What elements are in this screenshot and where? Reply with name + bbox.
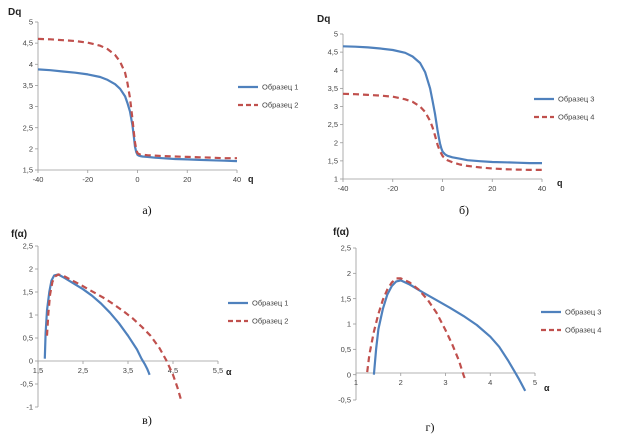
x-tick-label: -40 xyxy=(33,175,44,184)
x-axis-title: α xyxy=(544,383,550,393)
series-line-2 xyxy=(45,273,183,401)
y-tick-label: 1,5 xyxy=(328,156,338,165)
y-tick-label: 2,5 xyxy=(341,244,351,253)
series-line-2 xyxy=(342,92,542,171)
legend-label: Образец 3 xyxy=(558,95,594,104)
legend-label: Образец 4 xyxy=(565,326,601,335)
y-tick-label: 0,5 xyxy=(23,334,33,343)
y-tick-label: 2 xyxy=(347,269,351,278)
x-tick-label: 1 xyxy=(354,378,358,387)
y-tick-label: 2,5 xyxy=(23,242,33,251)
series-line-2 xyxy=(37,37,237,160)
chart-panel-3: -1 -0,5 0 0,5 1 1,5 2 2,5 1,5 2,5 3,5 4,5 5,5 f(α) α Об… xyxy=(11,229,288,427)
y-tick-label: 5 xyxy=(29,18,33,27)
panel-caption: г) xyxy=(426,420,435,434)
x-tick-label: 0 xyxy=(440,184,444,193)
y-tick-label: 3 xyxy=(29,102,33,111)
y-tick-label: 1,5 xyxy=(23,166,33,175)
x-tick-label: 2 xyxy=(399,378,403,387)
y-tick-label: 0 xyxy=(347,370,351,379)
x-axis-title: q xyxy=(557,178,563,188)
y-tick-label: 2 xyxy=(29,144,33,153)
x-tick-label: -40 xyxy=(338,184,349,193)
x-tick-label: 40 xyxy=(538,184,546,193)
y-tick-label: -0,5 xyxy=(20,380,33,389)
panel-caption: в) xyxy=(142,413,152,427)
legend-label: Образец 1 xyxy=(252,299,288,308)
y-tick-label: 2 xyxy=(334,138,338,147)
y-tick-label: 4,5 xyxy=(23,39,33,48)
y-tick-label: 0,5 xyxy=(341,345,351,354)
legend-label: Образец 1 xyxy=(262,83,298,92)
series-line-1 xyxy=(37,68,238,163)
x-tick-label: 20 xyxy=(488,184,496,193)
y-tick-label: 1 xyxy=(347,320,351,329)
y-axis-title: f(α) xyxy=(333,227,349,238)
x-tick-label: 5 xyxy=(533,378,537,387)
y-tick-label: 3,5 xyxy=(328,84,338,93)
x-tick-label: 3,5 xyxy=(123,366,133,375)
y-tick-label: 1,5 xyxy=(341,294,351,303)
y-tick-label: 2,5 xyxy=(23,123,33,132)
y-tick-label: -0,5 xyxy=(338,396,351,405)
x-tick-label: 4 xyxy=(488,378,492,387)
x-tick-label: -20 xyxy=(82,175,93,184)
y-tick-label: 3,5 xyxy=(23,81,33,90)
legend-label: Образец 3 xyxy=(565,308,601,317)
y-tick-label: 3 xyxy=(334,102,338,111)
y-tick-label: 4 xyxy=(29,60,33,69)
y-axis-title: Dq xyxy=(317,14,330,25)
legend-label: Образец 4 xyxy=(558,113,594,122)
y-tick-label: 1 xyxy=(334,175,338,184)
legend-label: Образец 2 xyxy=(262,101,298,110)
chart-panel-4: -0,5 0 0,5 1 1,5 2 2,5 1 2 3 4 5 f(α) α Образец 3 Образ… xyxy=(333,227,601,434)
y-tick-label: 2,5 xyxy=(328,120,338,129)
x-tick-label: 4,5 xyxy=(168,366,178,375)
y-tick-label: 5 xyxy=(334,30,338,39)
x-tick-label: 40 xyxy=(233,175,241,184)
y-tick-label: 4 xyxy=(334,66,338,75)
series-line-1 xyxy=(342,45,542,165)
chart-panel-2: 1 1,5 2 2,5 3 3,5 4 4,5 5 -40 -20 0 20 40 Dq q Образец 3… xyxy=(317,14,594,217)
y-axis-title: f(α) xyxy=(11,229,27,240)
y-tick-label: -1 xyxy=(26,403,33,412)
y-tick-label: 4,5 xyxy=(328,48,338,57)
x-axis-title: q xyxy=(248,174,254,184)
panel-caption: а) xyxy=(142,203,151,217)
x-tick-label: 2,5 xyxy=(78,366,88,375)
x-axis-title: α xyxy=(226,367,232,377)
chart-panel-1: 1,5 2 2,5 3 3,5 4 4,5 5 -40 -20 0 20 40 Dq q Образец 1 О… xyxy=(8,7,298,217)
x-tick-label: 5,5 xyxy=(213,366,223,375)
legend-label: Образец 2 xyxy=(252,317,288,326)
x-tick-label: 0 xyxy=(135,175,139,184)
y-tick-label: 1 xyxy=(29,311,33,320)
series-line-1 xyxy=(372,279,527,392)
x-tick-label: 20 xyxy=(183,175,191,184)
y-axis-title: Dq xyxy=(8,7,21,18)
series-line-1 xyxy=(43,273,151,376)
x-tick-label: 3 xyxy=(443,378,447,387)
panel-caption: б) xyxy=(459,203,469,217)
y-tick-label: 2 xyxy=(29,265,33,274)
x-tick-label: -20 xyxy=(387,184,398,193)
y-tick-label: 1,5 xyxy=(23,288,33,297)
x-tick-label: 1,5 xyxy=(33,366,43,375)
series-line-2 xyxy=(366,277,467,382)
y-tick-label: 0 xyxy=(29,357,33,366)
